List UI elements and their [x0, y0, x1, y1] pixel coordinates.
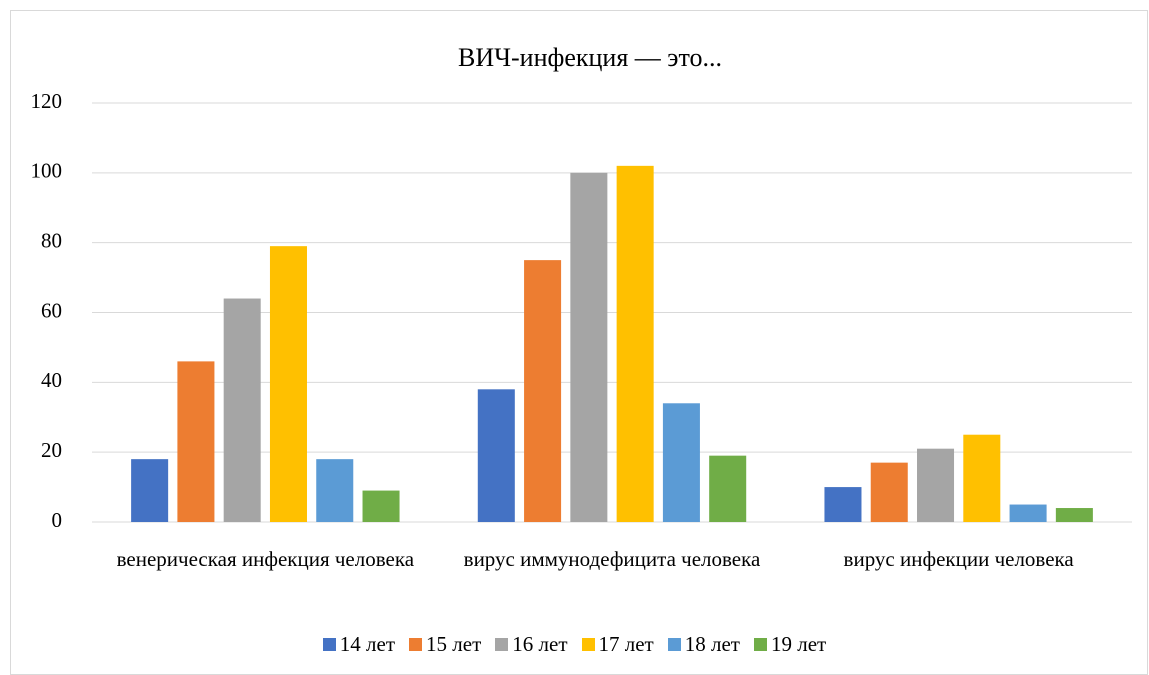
chart-title: ВИЧ-инфекция — это...	[458, 43, 722, 72]
bar	[709, 455, 747, 522]
legend-label: 14 лет	[339, 632, 396, 656]
legend-swatch	[495, 638, 509, 651]
legend-item: 19 лет	[753, 632, 827, 657]
legend-item: 17 лет	[581, 632, 654, 657]
legend-item: 15 лет	[409, 632, 481, 657]
legend-swatch	[667, 638, 681, 651]
bar	[362, 490, 400, 522]
bar	[131, 459, 169, 522]
bar	[570, 172, 608, 523]
bar	[1009, 504, 1047, 522]
bar	[963, 434, 1001, 522]
legend-swatch	[322, 638, 336, 651]
y-tick-label: 0	[52, 508, 63, 532]
y-tick-label: 60	[41, 298, 62, 322]
legend-label: 19 лет	[770, 632, 827, 656]
legend-label: 17 лет	[598, 632, 654, 656]
bar	[824, 487, 862, 522]
legend-item: 16 лет	[495, 632, 568, 657]
bar	[616, 165, 654, 522]
legend-label: 16 лет	[512, 632, 568, 656]
bar	[917, 448, 955, 522]
y-tick-label: 40	[41, 368, 62, 392]
x-tick-label: вирус иммунодефицита человека	[463, 547, 761, 571]
y-tick-label: 120	[31, 89, 63, 113]
bar	[477, 389, 515, 522]
legend-swatch	[409, 638, 423, 651]
bar	[870, 462, 908, 522]
y-tick-label: 80	[41, 228, 62, 252]
legend-swatch	[753, 638, 767, 651]
bar	[1055, 508, 1093, 522]
legend-label: 18 лет	[684, 632, 740, 656]
y-tick-label: 20	[41, 438, 62, 462]
bar	[524, 260, 562, 522]
legend: 14 лет 15 лет 16 лет 17 лет 18 лет 19 лет	[0, 632, 1149, 657]
bar	[316, 459, 354, 522]
bar	[177, 361, 215, 522]
x-tick-label: венерическая инфекция человека	[116, 547, 415, 571]
legend-label: 15 лет	[426, 632, 482, 656]
y-tick-label: 100	[31, 159, 63, 183]
x-tick-label: вирус инфекции человека	[843, 547, 1074, 571]
legend-item: 18 лет	[667, 632, 740, 657]
bar	[223, 298, 261, 522]
legend-swatch	[581, 638, 595, 651]
legend-item: 14 лет	[322, 632, 396, 657]
bar	[269, 246, 307, 523]
bar	[662, 403, 700, 522]
